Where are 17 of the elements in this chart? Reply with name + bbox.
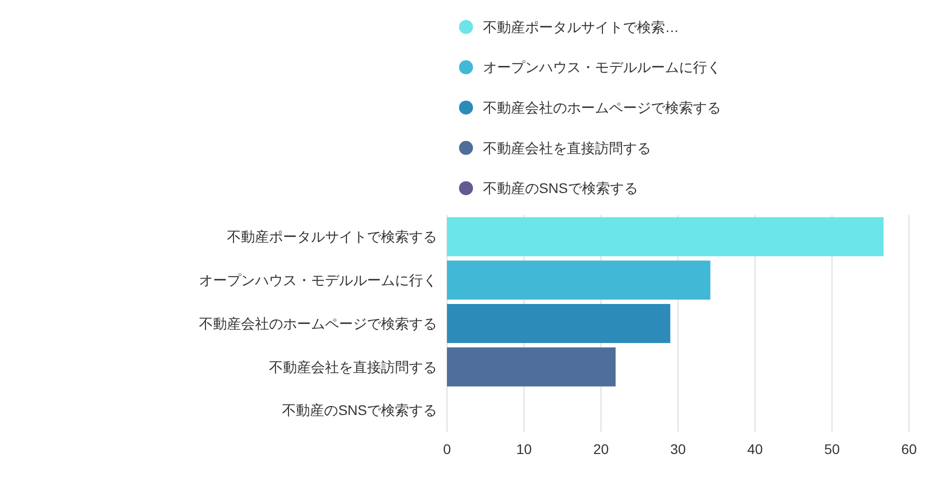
legend-label: 不動産会社を直接訪問する (483, 140, 651, 156)
y-tick-label: 不動産会社のホームページで検索する (199, 315, 437, 332)
x-tick-label: 60 (901, 441, 917, 457)
x-tick-label: 0 (443, 441, 452, 457)
x-tick-label: 30 (670, 441, 686, 457)
x-tick-label: 50 (824, 441, 840, 457)
y-tick-label: 不動産会社を直接訪問する (269, 358, 437, 375)
y-tick-label: オープンハウス・モデルルームに行く (199, 272, 437, 288)
legend-label: 不動産ポータルサイトで検索… (483, 18, 679, 35)
y-tick-label: 不動産ポータルサイトで検索する (227, 228, 437, 245)
legend-label: 不動産会社のホームページで検索する (483, 100, 721, 116)
x-tick-label: 20 (593, 441, 609, 457)
y-tick-label: 不動産のSNSで検索する (282, 402, 437, 418)
legend-label: オープンハウス・モデルルームに行く (483, 59, 721, 76)
legend-label: 不動産のSNSで検索する (483, 180, 638, 196)
x-tick-label: 40 (747, 441, 763, 457)
x-tick-label: 10 (516, 441, 532, 457)
